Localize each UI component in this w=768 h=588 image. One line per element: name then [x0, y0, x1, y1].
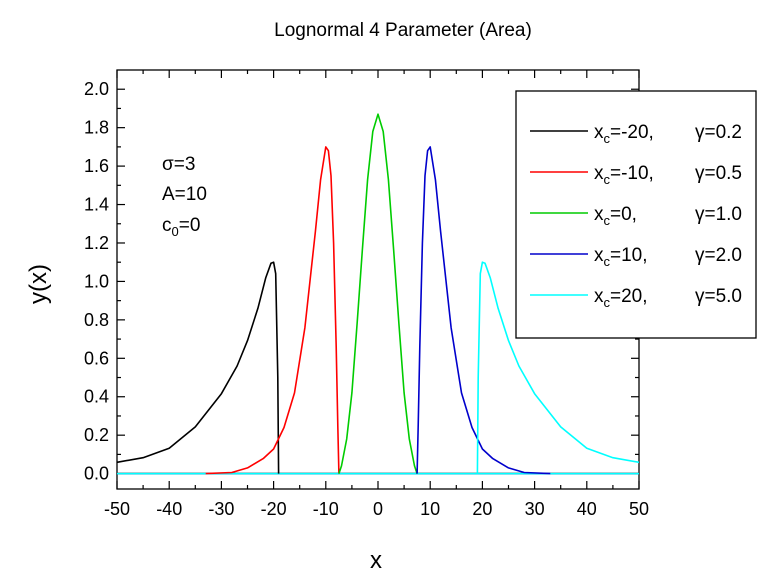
y-tick-label: 2.0 — [84, 79, 109, 99]
series-line — [116, 261, 280, 474]
legend-entry: xc=-20, γ=0.2 — [530, 122, 742, 146]
offset-label: c0=0 — [162, 215, 200, 239]
offset-subscript: 0 — [172, 224, 179, 239]
legend-label: xc=-20, — [594, 122, 654, 146]
amplitude-label: A=10 — [162, 184, 207, 205]
legend-gamma-label: γ=1.0 — [695, 204, 742, 225]
parameter-annotation: σ=3 A=10 c0=0 — [162, 154, 207, 239]
x-tick-label: 20 — [472, 499, 492, 519]
x-tick-label: 50 — [629, 499, 649, 519]
x-tick-label: -50 — [104, 499, 130, 519]
series-line — [476, 261, 640, 474]
x-tick-label: 0 — [373, 499, 383, 519]
y-tick-label: 0.4 — [84, 387, 109, 407]
y-axis: 0.0 0.2 0.4 0.6 0.8 1.0 1.2 1.4 1.6 1.8 2.0 — [84, 79, 639, 484]
legend-entry: xc=0, γ=1.0 — [530, 204, 742, 228]
x-axis: -50 -40 -30 -20 -10 0 10 20 30 40 50 — [104, 70, 649, 519]
sigma-label: σ=3 — [162, 154, 195, 175]
y-tick-label: 1.6 — [84, 156, 109, 176]
legend: xc=-20, γ=0.2 xc=-10, γ=0.5 xc=0, γ=1.0 xc=10,… — [515, 90, 757, 339]
legend-entry: xc=-10, γ=0.5 — [530, 163, 742, 187]
y-tick-label: 1.0 — [84, 271, 109, 291]
series-layer — [116, 113, 640, 475]
x-tick-label: -30 — [208, 499, 234, 519]
legend-label: xc=0, — [594, 204, 637, 228]
x-axis-label: x — [370, 547, 382, 574]
legend-entry: xc=20, γ=5.0 — [530, 286, 742, 310]
x-tick-label: 30 — [525, 499, 545, 519]
x-tick-label: -20 — [261, 499, 287, 519]
legend-gamma-label: γ=2.0 — [695, 245, 742, 266]
legend-label: xc=20, — [594, 286, 648, 310]
x-tick-label: 10 — [420, 499, 440, 519]
legend-gamma-label: γ=5.0 — [695, 286, 742, 307]
legend-entry: xc=10, γ=2.0 — [530, 245, 742, 269]
y-axis-label: y(x) — [25, 264, 52, 304]
series-line — [338, 113, 418, 474]
chart-title: Lognormal 4 Parameter (Area) — [274, 20, 532, 41]
legend-gamma-label: γ=0.5 — [695, 163, 742, 184]
series-line — [205, 146, 340, 475]
y-tick-label: 0.0 — [84, 464, 109, 484]
legend-gamma-label: γ=0.2 — [695, 122, 742, 143]
y-tick-label: 0.6 — [84, 348, 109, 368]
series-line — [416, 146, 551, 475]
y-tick-label: 0.8 — [84, 310, 109, 330]
legend-label: xc=-10, — [594, 163, 654, 187]
x-tick-label: -40 — [156, 499, 182, 519]
y-tick-label: 1.2 — [84, 233, 109, 253]
y-tick-label: 1.4 — [84, 195, 109, 215]
x-tick-label: 40 — [577, 499, 597, 519]
y-tick-label: 0.2 — [84, 425, 109, 445]
x-tick-label: -10 — [313, 499, 339, 519]
legend-box — [515, 90, 757, 339]
legend-label: xc=10, — [594, 245, 648, 269]
y-tick-label: 1.8 — [84, 118, 109, 138]
